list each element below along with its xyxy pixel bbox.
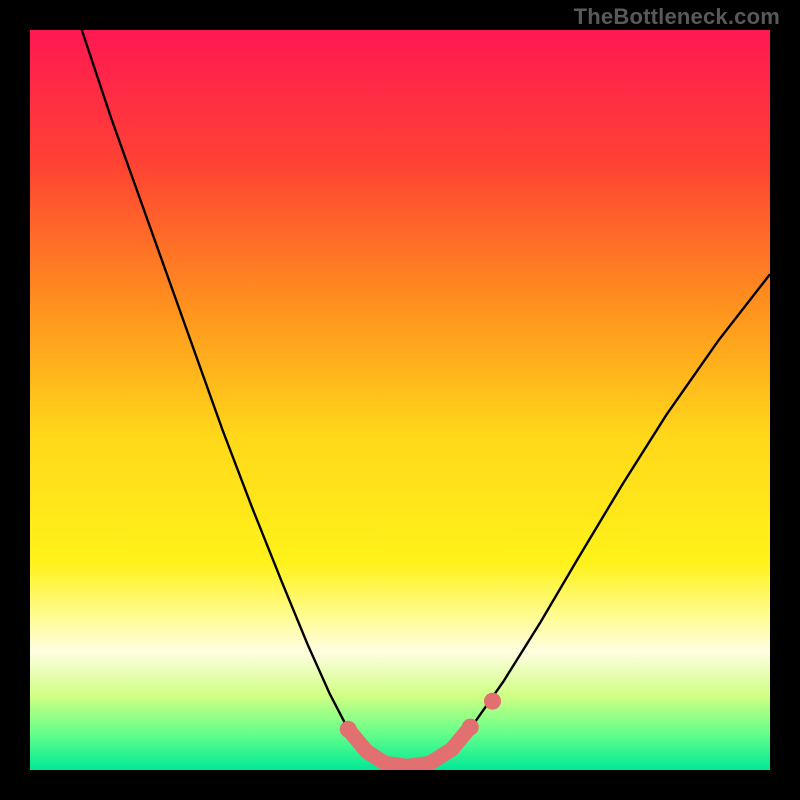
watermark-text: TheBottleneck.com <box>574 4 780 30</box>
plot-area <box>30 30 770 770</box>
gradient-background <box>30 30 770 770</box>
highlight-dot <box>462 719 479 736</box>
chart-frame: { "watermark": { "text": "TheBottleneck.… <box>0 0 800 800</box>
chart-svg <box>30 30 770 770</box>
highlight-dot <box>484 693 501 710</box>
highlight-dot <box>340 721 357 738</box>
